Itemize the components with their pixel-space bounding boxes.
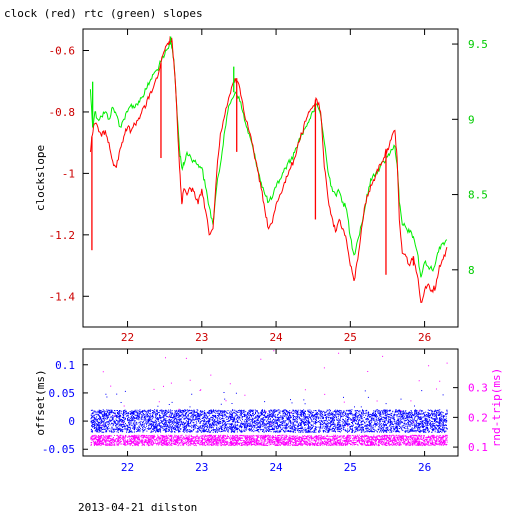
x-tick-label: 24: [269, 461, 283, 474]
offset-panel: 22 23 24 25 26 0.1 0.05 0 -0.05 0.3 0.2 0.1 offset(m…: [34, 348, 503, 474]
y-tick-label: -1: [62, 167, 75, 180]
y2-tick-label: 9: [468, 113, 475, 126]
x-tick-label: 23: [195, 461, 208, 474]
footer-caption: 2013-04-21 dilston: [78, 501, 197, 512]
y-tick-label: -1.4: [49, 290, 76, 303]
x-tick-label: 22: [121, 331, 134, 344]
offset-outliers: [105, 390, 444, 408]
y-tick-label: -1.2: [49, 229, 76, 242]
y2-tick-label: 0.2: [468, 411, 488, 424]
x-tick-label: 22: [121, 461, 134, 474]
y-tick-label: -0.05: [42, 443, 75, 456]
clock-series-line: [89, 35, 448, 303]
y-axis-label: clockslope: [34, 145, 47, 211]
y-tick-label: -0.6: [49, 45, 76, 58]
offset-points: [90, 409, 448, 433]
slopes-panel: 22 23 24 25 26 -0.6 -0.8 -1 -1.2 -1.4 9.5 9 8.5 8 cloc…: [34, 28, 488, 344]
y2-tick-label: 8.5: [468, 189, 488, 202]
x-tick-label: 26: [418, 331, 431, 344]
rnd-trip-points: [90, 434, 448, 447]
y-tick-label: -0.8: [49, 106, 76, 119]
y-tick-label: 0.05: [49, 387, 76, 400]
x-tick-label: 24: [269, 331, 283, 344]
y-tick-label: 0.1: [55, 359, 75, 372]
y-axis-label: offset(ms): [34, 369, 47, 435]
chart-title: clock (red) rtc (green) slopes: [4, 7, 203, 20]
y2-tick-label: 0.1: [468, 441, 488, 454]
y2-tick-label: 0.3: [468, 382, 488, 395]
y2-axis-label: rnd-trip(ms): [490, 368, 503, 447]
rtc-series-line: [89, 40, 448, 278]
x-tick-label: 26: [418, 461, 431, 474]
x-tick-label: 25: [344, 461, 357, 474]
y-tick-label: 0: [68, 415, 75, 428]
y2-tick-label: 9.5: [468, 38, 488, 51]
plot-frame: [82, 348, 459, 457]
rnd-trip-outliers: [101, 350, 448, 427]
x-tick-label: 23: [195, 331, 208, 344]
plot-frame: [82, 28, 459, 328]
x-tick-label: 25: [344, 331, 357, 344]
y2-tick-label: 8: [468, 264, 475, 277]
